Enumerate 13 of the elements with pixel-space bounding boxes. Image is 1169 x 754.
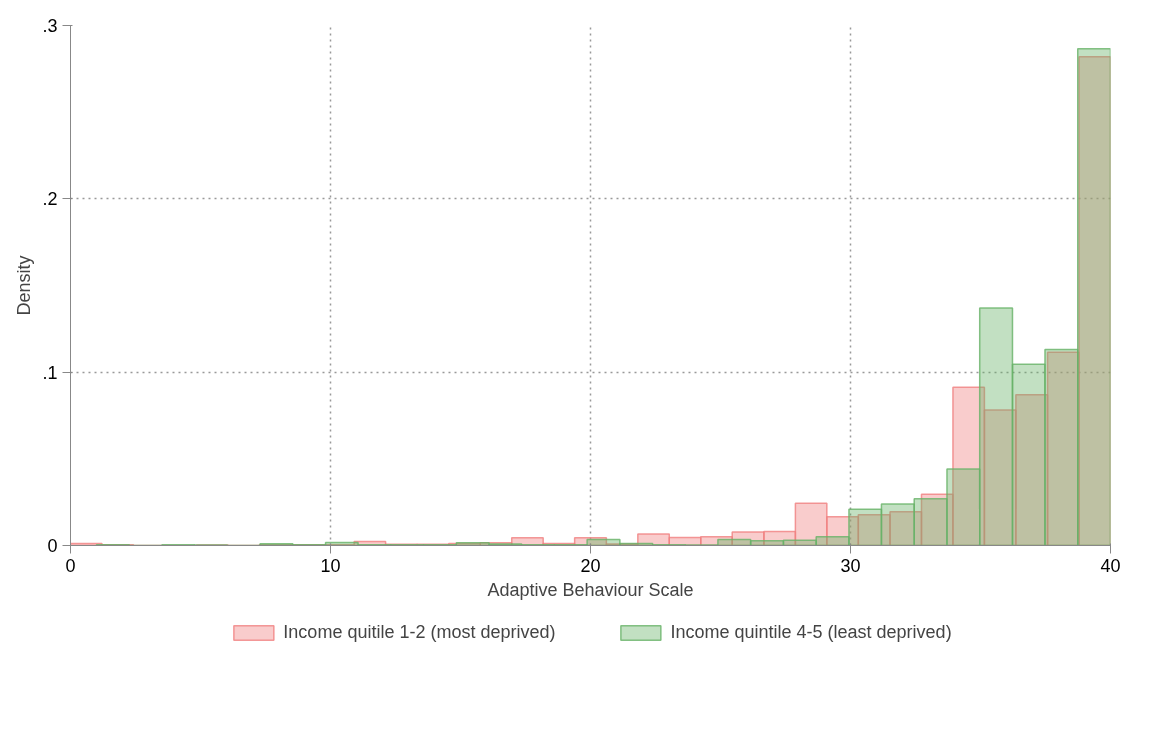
x-tick-label: 40 <box>1100 555 1121 576</box>
x-axis-title: Adaptive Behaviour Scale <box>487 579 694 600</box>
y-axis-title: Density <box>14 255 35 316</box>
y-tick-label: .2 <box>42 189 58 210</box>
x-tick-label: 30 <box>840 555 861 576</box>
x-tick-label: 0 <box>65 555 76 576</box>
legend-label: Income quitile 1-2 (most deprived) <box>283 621 556 643</box>
legend-label: Income quintile 4-5 (least deprived) <box>670 621 952 643</box>
y-tick-label: .1 <box>42 362 58 383</box>
y-tick-label: 0 <box>47 536 58 556</box>
x-tick-label: 10 <box>320 555 341 576</box>
y-tick-label: .3 <box>42 16 58 36</box>
x-tick-label: 20 <box>580 555 601 576</box>
